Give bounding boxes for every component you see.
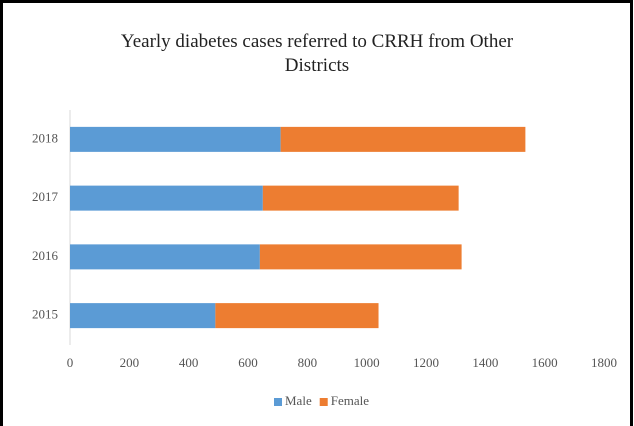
bar-segment — [70, 244, 260, 270]
bar-segment — [259, 244, 462, 270]
x-tick-label: 1600 — [532, 355, 558, 370]
x-tick-label: 1200 — [413, 355, 439, 370]
chart-title: Yearly diabetes cases referred to CRRH f… — [120, 31, 514, 76]
x-tick-label: 1800 — [591, 355, 617, 370]
bar-segment — [70, 126, 281, 152]
legend-swatch — [319, 398, 328, 406]
legend-swatch — [274, 398, 282, 406]
x-tick-label: 1000 — [354, 355, 380, 370]
y-tick-label: 2018 — [32, 130, 58, 145]
y-tick-label: 2015 — [32, 307, 58, 322]
x-tick-label: 600 — [238, 355, 258, 370]
x-tick-label: 1400 — [472, 355, 498, 370]
bar-segment — [280, 126, 526, 152]
y-tick-label: 2016 — [32, 248, 59, 263]
bar-segment — [70, 185, 263, 211]
legend-label: Female — [331, 393, 369, 408]
bar-segment — [215, 303, 379, 329]
y-tick-label: 2017 — [32, 189, 59, 204]
x-tick-label: 800 — [298, 355, 318, 370]
legend-label: Male — [285, 393, 312, 408]
x-tick-label: 200 — [120, 355, 140, 370]
bar-segment — [70, 303, 216, 329]
x-tick-label: 400 — [179, 355, 199, 370]
x-tick-label: 0 — [67, 355, 74, 370]
bar-segment — [262, 185, 459, 211]
